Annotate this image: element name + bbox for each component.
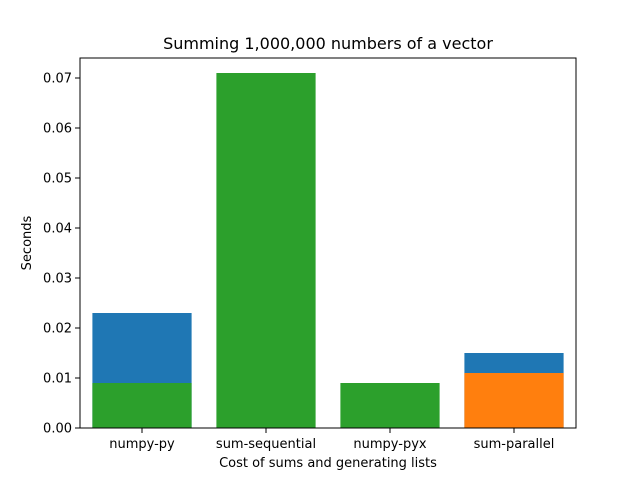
y-tick-label: 0.00 (43, 422, 72, 437)
x-axis: numpy-py sum-sequential numpy-pyx sum-paral… (109, 428, 554, 452)
chart-title: Summing 1,000,000 numbers of a vector (163, 34, 493, 53)
bar-sum-parallel-5 (464, 373, 564, 428)
x-tick-label-numpy-pyx: numpy-pyx (353, 437, 426, 452)
bar-numpy-pyx-3 (340, 383, 440, 428)
y-tick-label: 0.02 (43, 322, 72, 337)
plot-frame (79, 57, 577, 429)
y-tick-label: 0.07 (43, 72, 72, 87)
x-tick-label-sum-sequential: sum-sequential (216, 437, 316, 452)
bars-layer (92, 73, 564, 428)
y-axis: 0.00 0.01 0.02 0.03 0.04 0.05 0.06 0.07 (43, 72, 80, 437)
bar-numpy-py-1 (92, 383, 192, 428)
y-tick-label: 0.01 (43, 372, 72, 387)
x-axis-title: Cost of sums and generating lists (219, 456, 437, 471)
x-tick-label-sum-parallel: sum-parallel (474, 437, 555, 452)
y-tick-label: 0.03 (43, 272, 72, 287)
x-tick-label-numpy-py: numpy-py (109, 437, 175, 452)
bar-sum-sequential-2 (216, 73, 316, 428)
y-tick-label: 0.06 (43, 122, 72, 137)
y-tick-label: 0.05 (43, 172, 72, 187)
y-tick-label: 0.04 (43, 222, 72, 237)
y-axis-title: Seconds (20, 215, 35, 270)
